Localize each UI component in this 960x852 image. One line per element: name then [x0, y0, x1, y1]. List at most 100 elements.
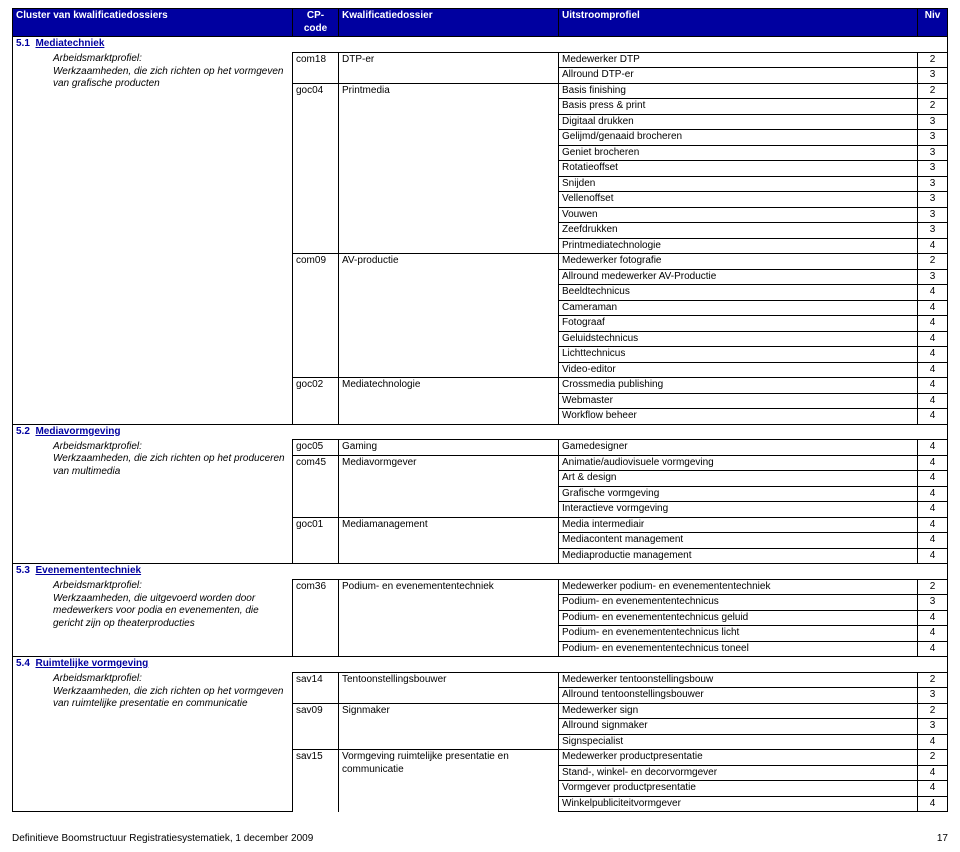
uitstroom-cell: Beeldtechnicus	[559, 285, 918, 301]
kwalificatie-cell: Mediatechnologie	[339, 378, 559, 425]
uitstroom-cell: Workflow beheer	[559, 409, 918, 425]
table-row: Arbeidsmarktprofiel:Werkzaamheden, die z…	[13, 672, 948, 688]
header-uitstroom: Uitstroomprofiel	[559, 9, 918, 37]
niv-cell: 2	[918, 99, 948, 115]
uitstroom-cell: Printmediatechnologie	[559, 238, 918, 254]
uitstroom-cell: Stand-, winkel- en decorvormgever	[559, 765, 918, 781]
niv-cell: 2	[918, 83, 948, 99]
header-niv: Niv	[918, 9, 948, 37]
uitstroom-cell: Webmaster	[559, 393, 918, 409]
niv-cell: 4	[918, 409, 948, 425]
cp-code-cell: goc01	[293, 517, 339, 564]
niv-cell: 2	[918, 254, 948, 270]
niv-cell: 4	[918, 641, 948, 657]
uitstroom-cell: Allround tentoonstellingsbouwer	[559, 688, 918, 704]
niv-cell: 4	[918, 455, 948, 471]
uitstroom-cell: Basis press & print	[559, 99, 918, 115]
cp-code-cell: goc02	[293, 378, 339, 425]
niv-cell: 4	[918, 548, 948, 564]
niv-cell: 4	[918, 471, 948, 487]
niv-cell: 3	[918, 595, 948, 611]
uitstroom-cell: Medewerker productpresentatie	[559, 750, 918, 766]
footer-left: Definitieve Boomstructuur Registratiesys…	[12, 833, 313, 844]
uitstroom-cell: Fotograaf	[559, 316, 918, 332]
kwalificatie-cell: Printmedia	[339, 83, 559, 254]
uitstroom-cell: Podium- en evenemententechnicus	[559, 595, 918, 611]
table-body: 5.1 MediatechniekArbeidsmarktprofiel:Wer…	[13, 37, 948, 812]
uitstroom-cell: Medewerker tentoonstellingsbouw	[559, 672, 918, 688]
uitstroom-cell: Mediacontent management	[559, 533, 918, 549]
section-header-row: 5.1 Mediatechniek	[13, 37, 948, 53]
uitstroom-cell: Crossmedia publishing	[559, 378, 918, 394]
uitstroom-cell: Podium- en evenemententechnicus toneel	[559, 641, 918, 657]
kwalificatie-cell: Gaming	[339, 440, 559, 456]
cp-code-cell: com36	[293, 579, 339, 657]
niv-cell: 4	[918, 331, 948, 347]
niv-cell: 4	[918, 626, 948, 642]
uitstroom-cell: Gamedesigner	[559, 440, 918, 456]
niv-cell: 4	[918, 238, 948, 254]
uitstroom-cell: Geniet brocheren	[559, 145, 918, 161]
kwalificatie-cell: AV-productie	[339, 254, 559, 378]
section-number: 5.2	[16, 426, 35, 437]
uitstroom-cell: Cameraman	[559, 300, 918, 316]
niv-cell: 4	[918, 610, 948, 626]
niv-cell: 2	[918, 750, 948, 766]
niv-cell: 4	[918, 300, 948, 316]
uitstroom-cell: Medewerker DTP	[559, 52, 918, 68]
arbeidsprofiel-description: Werkzaamheden, die zich richten op het v…	[53, 66, 289, 91]
table-row: Arbeidsmarktprofiel:Werkzaamheden, die z…	[13, 440, 948, 456]
niv-cell: 4	[918, 533, 948, 549]
header-cluster: Cluster van kwalificatiedossiers	[13, 9, 293, 37]
qualification-table: Cluster van kwalificatiedossiers CP-code…	[12, 8, 948, 812]
cp-code-cell: com18	[293, 52, 339, 83]
kwalificatie-cell: Tentoonstellingsbouwer	[339, 672, 559, 703]
niv-cell: 4	[918, 362, 948, 378]
cp-code-cell: com45	[293, 455, 339, 517]
section-header-row: 5.2 Mediavormgeving	[13, 424, 948, 440]
niv-cell: 4	[918, 765, 948, 781]
arbeidsprofiel-label: Arbeidsmarktprofiel:	[53, 580, 289, 593]
cp-code-cell: goc04	[293, 83, 339, 254]
cluster-cell: Arbeidsmarktprofiel:Werkzaamheden, die u…	[13, 579, 293, 657]
uitstroom-cell: Vellenoffset	[559, 192, 918, 208]
uitstroom-cell: Gelijmd/genaaid brocheren	[559, 130, 918, 146]
uitstroom-cell: Podium- en evenemententechnicus licht	[559, 626, 918, 642]
header-kwalificatie: Kwalificatiedossier	[339, 9, 559, 37]
niv-cell: 4	[918, 316, 948, 332]
table-row: Arbeidsmarktprofiel:Werkzaamheden, die z…	[13, 52, 948, 68]
section-header-row: 5.4 Ruimtelijke vormgeving	[13, 657, 948, 673]
niv-cell: 4	[918, 502, 948, 518]
niv-cell: 3	[918, 269, 948, 285]
kwalificatie-cell: Podium- en evenemententechniek	[339, 579, 559, 657]
niv-cell: 2	[918, 703, 948, 719]
uitstroom-cell: Zeefdrukken	[559, 223, 918, 239]
section-header-cell: 5.2 Mediavormgeving	[13, 424, 948, 440]
uitstroom-cell: Art & design	[559, 471, 918, 487]
arbeidsprofiel-description: Werkzaamheden, die uitgevoerd worden doo…	[53, 593, 289, 631]
section-number: 5.4	[16, 658, 35, 669]
niv-cell: 4	[918, 796, 948, 812]
uitstroom-cell: Allround DTP-er	[559, 68, 918, 84]
kwalificatie-cell: Mediamanagement	[339, 517, 559, 564]
cluster-cell: Arbeidsmarktprofiel:Werkzaamheden, die z…	[13, 52, 293, 424]
uitstroom-cell: Digitaal drukken	[559, 114, 918, 130]
niv-cell: 4	[918, 781, 948, 797]
uitstroom-cell: Allround signmaker	[559, 719, 918, 735]
niv-cell: 3	[918, 176, 948, 192]
uitstroom-cell: Vouwen	[559, 207, 918, 223]
header-cpcode: CP-code	[293, 9, 339, 37]
uitstroom-cell: Basis finishing	[559, 83, 918, 99]
uitstroom-cell: Animatie/audiovisuele vormgeving	[559, 455, 918, 471]
section-header-row: 5.3 Evenemententechniek	[13, 564, 948, 580]
uitstroom-cell: Video-editor	[559, 362, 918, 378]
niv-cell: 4	[918, 517, 948, 533]
footer-page-number: 17	[937, 833, 948, 844]
kwalificatie-cell: Mediavormgever	[339, 455, 559, 517]
kwalificatie-cell: DTP-er	[339, 52, 559, 83]
cp-code-cell: com09	[293, 254, 339, 378]
niv-cell: 3	[918, 145, 948, 161]
uitstroom-cell: Media intermediair	[559, 517, 918, 533]
niv-cell: 3	[918, 223, 948, 239]
kwalificatie-cell: Vormgeving ruimtelijke presentatie en co…	[339, 750, 559, 812]
